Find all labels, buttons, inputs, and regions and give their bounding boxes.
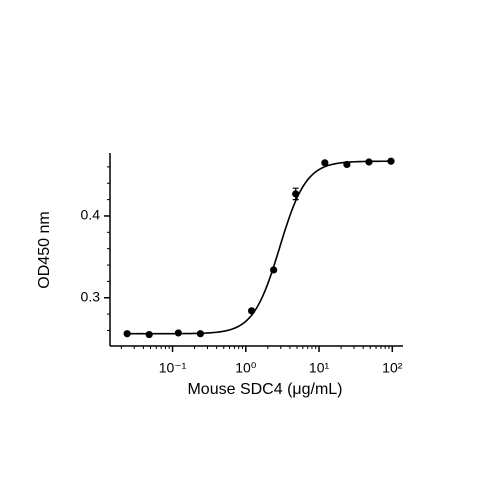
data-point [387,157,395,165]
x-tick-label: 10² [382,360,403,376]
fit-curve [127,160,391,335]
y-tick-label: 0.3 [81,288,101,304]
y-axis-label: OD450 nm [36,211,53,288]
x-axis-label: Mouse SDC4 (μg/mL) [187,381,342,398]
x-tick-label: 10¹ [309,360,330,376]
data-point [270,266,278,274]
x-tick-label: 10⁰ [235,360,257,376]
data-point [196,330,204,338]
x-tick-label: 10⁻¹ [159,360,187,376]
data-point [123,330,131,338]
data-point [247,307,256,315]
data-point [145,330,153,339]
data-point [365,158,373,166]
data-point [292,190,300,198]
data-point [174,329,182,337]
data-point [321,159,329,167]
y-tick-label: 0.4 [81,207,101,223]
data-point [343,160,351,169]
